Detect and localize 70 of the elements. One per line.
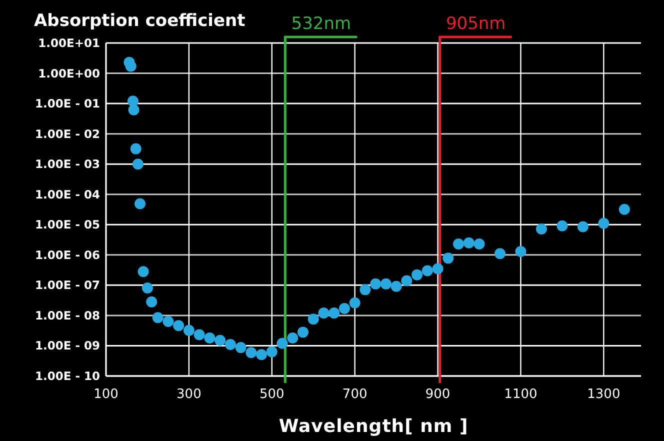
point [134,198,146,210]
point [266,346,278,358]
point [276,338,288,349]
point [318,308,330,319]
y-tick-label: 1.00E - 06 [34,248,100,262]
point [349,297,360,308]
x-tick-label: 1100 [504,387,538,402]
y-tick-label: 1.00E - 10 [34,369,100,383]
point [432,263,444,274]
point [422,265,433,276]
point [536,223,547,234]
y-tick-label: 1.00E+01 [38,36,100,50]
point [246,347,257,358]
y-tick-label: 1.00E - 07 [34,278,100,292]
point [618,204,630,215]
x-tick-label: 1300 [587,387,620,402]
point [224,338,236,350]
point [162,316,174,328]
y-tick-label: 1.00E - 04 [34,187,100,202]
point [138,266,149,278]
point [515,246,526,257]
y-tick-label: 1.00E - 05 [34,218,100,232]
point [380,278,392,290]
y-axis-title: Absorption coefficient [34,11,246,31]
point [474,238,485,250]
point [308,314,319,325]
point [297,326,308,338]
point [360,284,371,296]
y-tick-label: 1.00E - 03 [34,157,100,172]
point [577,221,588,232]
point [338,302,350,314]
x-tick-label: 500 [259,387,284,402]
x-tick-label: 100 [94,387,118,402]
point [194,329,205,340]
y-tick-label: 1.00E+00 [38,66,100,80]
point [494,248,506,260]
point [401,275,412,286]
x-tick-label: 300 [176,387,202,402]
point [453,238,464,250]
point [204,332,216,344]
point [412,269,423,280]
point [463,237,474,248]
point [287,332,298,344]
y-tick-label: 1.00E - 01 [34,96,100,111]
x-tick-label: 900 [425,387,450,402]
point [442,252,454,264]
y-tick-label: 1.00E - 08 [34,308,100,322]
point [125,60,136,72]
point [370,278,382,290]
point [556,220,568,232]
point [183,324,194,336]
point [328,308,340,319]
point [132,158,144,170]
point [390,280,402,292]
point [152,312,164,324]
y-tick-label: 1.00E - 02 [34,126,100,141]
point [142,282,153,294]
x-tick-label: 700 [342,387,368,402]
ref-line-label: 905nm [446,14,506,34]
point [146,296,158,308]
point [128,104,140,116]
ref-line-label: 532nm [291,14,352,34]
point [235,342,246,354]
point [256,349,268,360]
y-tick-label: 1.00E - 09 [34,338,100,353]
point [130,143,142,154]
x-axis-title: Wavelength[ nm ] [278,416,468,437]
point [598,218,610,229]
point [214,334,226,346]
point [173,320,184,332]
